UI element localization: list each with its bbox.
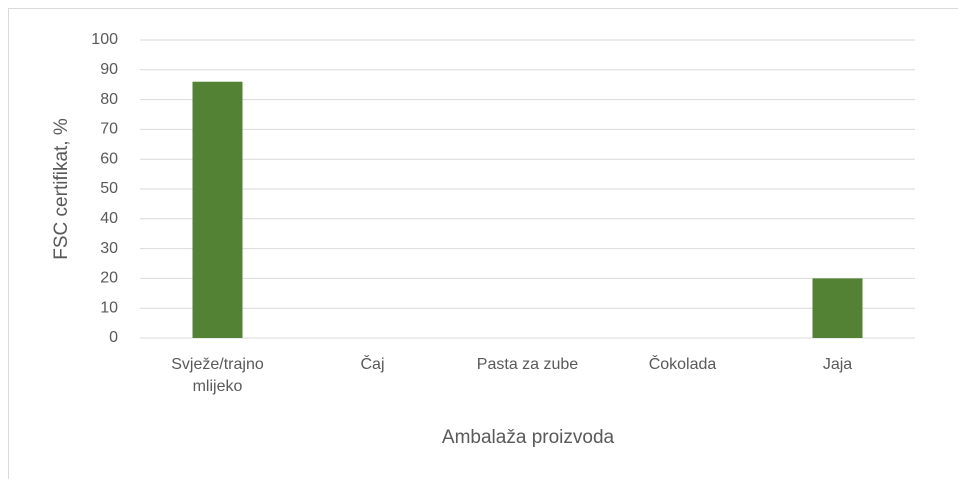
x-tick-label: Pasta za zube — [476, 356, 579, 373]
y-tick-label: 10 — [100, 299, 118, 316]
y-tick-label: 70 — [100, 121, 118, 138]
y-tick-label: 100 — [91, 31, 118, 48]
y-tick-label: 40 — [100, 210, 118, 227]
bar — [812, 278, 863, 338]
chart-border — [8, 8, 958, 479]
x-tick-label: Čaj — [360, 356, 385, 373]
x-tick-label: Jaja — [822, 356, 853, 373]
x-tick-label: Svježe/trajno mlijeko — [171, 356, 264, 395]
x-tick-label: Čokolada — [648, 356, 717, 373]
y-tick-label: 30 — [100, 240, 118, 257]
y-tick-label: 60 — [100, 150, 118, 167]
y-tick-label: 80 — [100, 91, 118, 108]
y-tick-label: 20 — [100, 270, 118, 287]
y-tick-label: 50 — [100, 180, 118, 197]
y-tick-label: 0 — [109, 329, 118, 346]
x-axis-title: Ambalaža proizvoda — [442, 427, 615, 448]
y-tick-label: 90 — [100, 61, 118, 78]
bar — [192, 81, 243, 338]
y-axis-title: FSC certifikat, % — [51, 118, 72, 260]
